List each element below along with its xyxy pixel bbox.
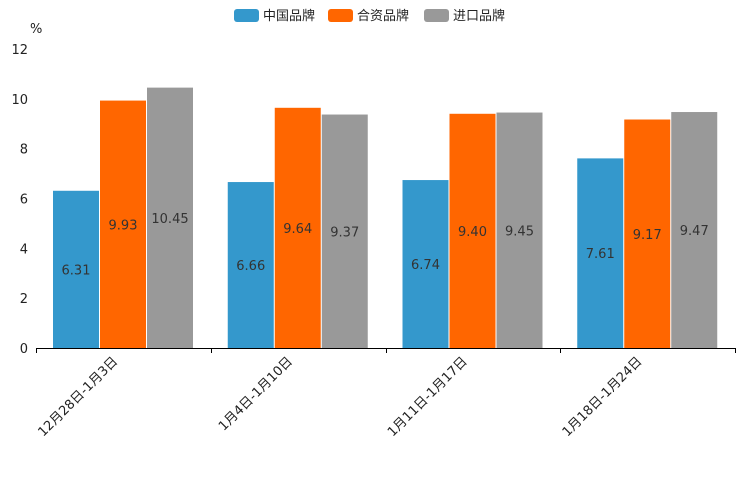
y-tick-label: 10	[11, 93, 28, 108]
data-label-3-3: 9.45	[505, 224, 534, 239]
y-tick-label: 4	[20, 242, 28, 257]
bar-3-3[interactable]	[496, 112, 543, 348]
data-label-1-3: 10.45	[151, 212, 188, 227]
bar-4-1[interactable]	[577, 158, 624, 348]
legend-label-3: 进口品牌	[453, 8, 505, 24]
legend-swatch-3[interactable]	[424, 9, 449, 22]
y-axis-unit-label: %	[30, 22, 42, 37]
y-tick-label: 8	[20, 143, 28, 158]
data-label-1-1: 6.31	[62, 263, 91, 278]
data-label-2-2: 9.64	[283, 222, 312, 237]
bar-2-3[interactable]	[321, 114, 368, 349]
x-tick-label: 1月18日-1月24日	[560, 354, 646, 440]
legend-swatch-2[interactable]	[328, 9, 353, 22]
data-label-1-2: 9.93	[109, 218, 138, 233]
bar-3-2[interactable]	[449, 113, 496, 349]
bar-2-2[interactable]	[274, 107, 321, 348]
x-tick-label: 1月11日-1月17日	[385, 354, 471, 440]
y-tick-label: 6	[20, 193, 28, 208]
legend: 中国品牌 合资品牌 进口品牌	[234, 8, 505, 24]
legend-label-2: 合资品牌	[357, 8, 409, 24]
data-label-4-2: 9.17	[633, 228, 662, 243]
bar-4-3[interactable]	[671, 112, 718, 348]
bar-1-2[interactable]	[100, 100, 146, 348]
data-label-3-2: 9.40	[458, 225, 487, 240]
y-axis: 0 2 4 6 8 10 12	[11, 43, 28, 357]
data-label-2-1: 6.66	[236, 259, 265, 274]
legend-swatch-1[interactable]	[234, 9, 259, 22]
data-label-4-1: 7.61	[586, 247, 615, 262]
y-tick-label: 2	[20, 292, 28, 307]
x-tick-label: 12月28日-1月3日	[35, 354, 121, 440]
bar-4-2[interactable]	[624, 119, 671, 349]
y-tick-label: 12	[11, 43, 28, 58]
data-label-4-3: 9.47	[680, 224, 709, 239]
data-label-3-1: 6.74	[411, 258, 440, 273]
y-tick-label: 0	[20, 342, 28, 357]
x-axis: 12月28日-1月3日 1月4日-1月10日 1月11日-1月17日 1月18日-1月…	[35, 348, 736, 440]
bar-3-1[interactable]	[402, 180, 449, 348]
bar-2-1[interactable]	[227, 182, 274, 348]
bars: 6.31 9.93 10.45 6.66 9.64 9.37 6.74 9.40 9.45 7.6…	[53, 87, 718, 349]
bar-1-3[interactable]	[147, 87, 193, 348]
data-label-2-3: 9.37	[330, 225, 359, 240]
x-tick-label: 1月4日-1月10日	[216, 354, 296, 434]
legend-label-1: 中国品牌	[263, 8, 315, 24]
bar-1-1[interactable]	[53, 190, 99, 348]
